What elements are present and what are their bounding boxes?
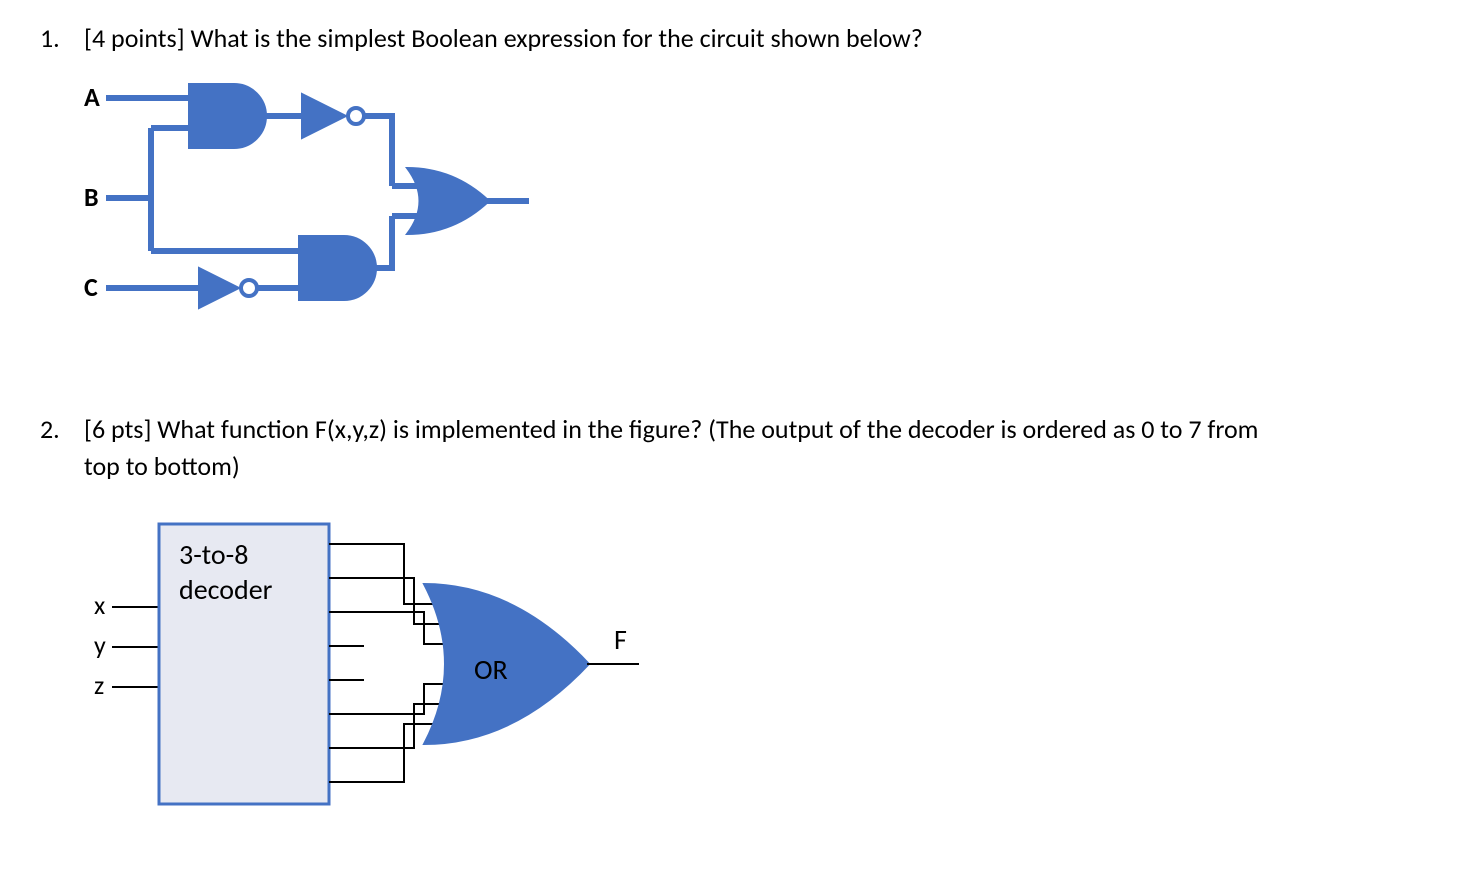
q2-heading: 2. [6 pts] What function F(x,y,z) is imp… — [40, 411, 1442, 484]
decoder-label-1: 3-to-8 — [179, 537, 248, 572]
label-F: F — [614, 622, 627, 657]
and-gate-2 — [299, 236, 376, 300]
q1-text: [4 points] What is the simplest Boolean … — [84, 20, 1442, 56]
decoder-output-stubs — [329, 544, 364, 782]
or-gate — [407, 168, 489, 234]
q1-circuit-diagram: A B C — [84, 76, 1442, 361]
q2-number: 2. — [40, 411, 84, 447]
label-B: B — [84, 181, 99, 213]
decoder-label-2: decoder — [179, 572, 273, 607]
question-2: 2. [6 pts] What function F(x,y,z) is imp… — [40, 411, 1442, 829]
not1-bubble — [348, 108, 364, 124]
or-label: OR — [474, 652, 508, 687]
q1-svg: A B C — [84, 76, 584, 356]
and-gate-1 — [189, 84, 266, 148]
question-1: 1. [4 points] What is the simplest Boole… — [40, 20, 1442, 361]
label-z: z — [94, 669, 104, 701]
page-root: 1. [4 points] What is the simplest Boole… — [0, 0, 1482, 872]
label-C: C — [84, 271, 98, 303]
notC-bubble — [241, 280, 257, 296]
q2-svg: x y z 3-to-8 decoder — [84, 504, 704, 824]
label-A: A — [84, 81, 100, 113]
q2-text-line1: [6 pts] What function F(x,y,z) is implem… — [84, 413, 1258, 445]
q1-number: 1. — [40, 20, 84, 56]
label-y: y — [94, 629, 106, 661]
or-connection-wires — [364, 544, 449, 782]
q2-circuit-diagram: x y z 3-to-8 decoder — [84, 504, 1442, 829]
label-x: x — [94, 589, 105, 621]
not-gate-C — [199, 268, 239, 308]
q1-heading: 1. [4 points] What is the simplest Boole… — [40, 20, 1442, 56]
not-gate-1 — [302, 94, 346, 138]
q2-text: [6 pts] What function F(x,y,z) is implem… — [84, 411, 1442, 484]
q2-text-line2: top to bottom) — [84, 450, 240, 482]
